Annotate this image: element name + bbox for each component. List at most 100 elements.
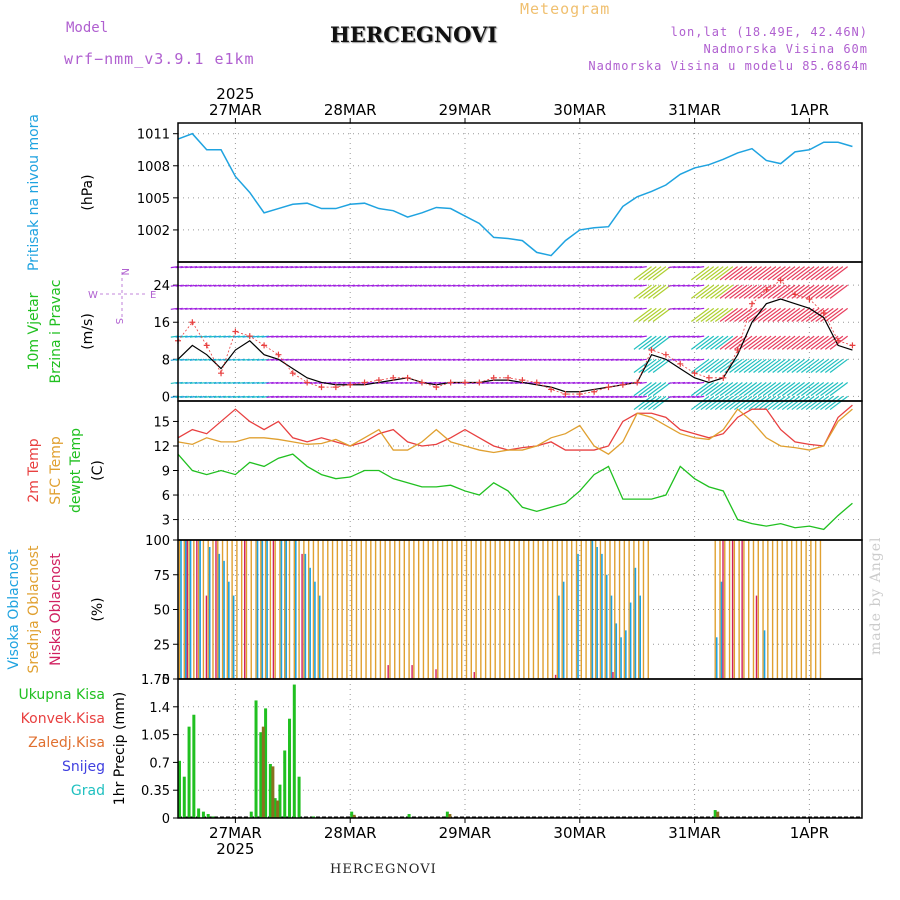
day-label-bottom: 28MAR bbox=[324, 824, 377, 842]
wind-arrow bbox=[677, 381, 686, 385]
wind-arrow bbox=[772, 335, 791, 350]
wind-arrow bbox=[690, 307, 710, 323]
wind-arrow bbox=[796, 307, 815, 323]
wind-arrow bbox=[448, 266, 456, 269]
wind-arrow bbox=[690, 395, 710, 411]
wind-arrow bbox=[223, 284, 231, 287]
wind-arrow bbox=[743, 358, 762, 373]
wind-arrow bbox=[443, 335, 451, 338]
wind-arrow bbox=[247, 395, 255, 398]
wind-arrow bbox=[753, 307, 772, 323]
wind-arrow bbox=[677, 266, 686, 269]
footer-station: HERCEGNOVI bbox=[330, 862, 437, 877]
wind-arrow bbox=[275, 395, 284, 398]
wind-arrow bbox=[429, 358, 437, 361]
wind-arrow bbox=[228, 381, 236, 385]
wind-arrow bbox=[347, 307, 356, 310]
wind-arrow bbox=[362, 284, 370, 287]
wind-arrow bbox=[815, 335, 834, 350]
wind-arrow bbox=[696, 266, 705, 269]
wind-arrow bbox=[591, 284, 600, 287]
wind-arrow bbox=[629, 335, 638, 338]
wind-arrow bbox=[204, 395, 212, 398]
wind-arrow bbox=[524, 358, 533, 361]
wind-arrow bbox=[170, 395, 179, 398]
y-tick-label: 1005 bbox=[137, 192, 170, 207]
wind-arrow bbox=[562, 381, 571, 385]
wind-arrow bbox=[318, 358, 327, 361]
wind-arrow bbox=[452, 284, 461, 287]
wind-arrow bbox=[777, 335, 796, 350]
wind-arrow bbox=[247, 307, 255, 310]
wind-arrow bbox=[692, 284, 700, 287]
wind-arrow bbox=[719, 307, 738, 323]
wind-arrow bbox=[743, 335, 762, 350]
wind-gust-marker bbox=[691, 370, 698, 377]
wind-arrow bbox=[495, 284, 504, 287]
wind-arrow bbox=[724, 395, 743, 411]
wind-arrow bbox=[256, 381, 265, 385]
wind-arrow bbox=[734, 395, 753, 411]
wind-arrow bbox=[247, 381, 255, 385]
wind-arrow bbox=[381, 395, 389, 398]
wind-arrow bbox=[333, 381, 341, 385]
wind-arrow bbox=[610, 335, 619, 338]
wind-arrow bbox=[510, 284, 518, 287]
wind-arrow bbox=[304, 307, 313, 310]
wind-arrow bbox=[543, 335, 552, 338]
wind-arrow bbox=[757, 307, 777, 323]
wind-arrow bbox=[639, 335, 647, 338]
wind-arrow bbox=[781, 381, 801, 397]
wind-arrow bbox=[791, 307, 810, 323]
wind-arrow bbox=[429, 335, 437, 338]
lonlat-label: lon,lat (18.49E, 42.46N) bbox=[670, 25, 868, 39]
wind-arrow bbox=[256, 358, 265, 361]
wind-arrow bbox=[687, 358, 695, 361]
wind-arrow bbox=[786, 381, 805, 397]
wind-arrow bbox=[295, 307, 303, 310]
wind-arrow bbox=[724, 335, 743, 350]
y-tick-label: 24 bbox=[153, 279, 170, 294]
wind-arrow bbox=[586, 395, 595, 398]
wind-arrow bbox=[237, 381, 246, 385]
wind-arrow bbox=[314, 307, 322, 310]
wind-arrow bbox=[515, 335, 523, 338]
wind-arrow bbox=[299, 358, 308, 361]
wind-arrow bbox=[232, 381, 241, 385]
wind-arrow bbox=[357, 358, 365, 361]
wind-arrow bbox=[668, 307, 676, 310]
wind-arrow bbox=[687, 284, 695, 287]
wind-arrow bbox=[672, 381, 681, 385]
wind-arrow bbox=[786, 335, 805, 350]
wind-arrow bbox=[743, 266, 762, 281]
wind-arrow bbox=[170, 284, 179, 287]
wind-arrow bbox=[323, 266, 332, 269]
wind-arrow bbox=[553, 395, 561, 398]
wind-arrow bbox=[620, 284, 628, 287]
y-tick-label: 9 bbox=[162, 465, 170, 480]
wind-arrow bbox=[338, 307, 346, 310]
wind-arrow bbox=[400, 335, 408, 338]
wind-arrow bbox=[586, 381, 595, 385]
wind-arrow bbox=[232, 335, 241, 338]
wind-arrow bbox=[180, 307, 188, 310]
wind-arrow bbox=[342, 266, 351, 269]
wind-arrow bbox=[266, 266, 274, 269]
wind-arrow bbox=[189, 266, 198, 269]
wind-arrow bbox=[692, 307, 700, 310]
precip-bar-total bbox=[211, 816, 215, 818]
wind-arrow bbox=[705, 395, 724, 411]
wind-arrow bbox=[199, 381, 207, 385]
wind-arrow bbox=[724, 307, 743, 323]
wind-arrow bbox=[605, 284, 614, 287]
wind-arrow bbox=[757, 381, 777, 397]
wind-arrow bbox=[786, 358, 805, 373]
wind-arrow bbox=[781, 358, 801, 373]
wind-arrow bbox=[443, 307, 451, 310]
wind-arrow bbox=[548, 358, 556, 361]
wind-arrow bbox=[433, 266, 442, 269]
y-tick-label: 1008 bbox=[137, 160, 170, 175]
wind-arrow bbox=[510, 358, 518, 361]
wind-arrow bbox=[443, 395, 451, 398]
wind-arrow bbox=[719, 381, 738, 397]
